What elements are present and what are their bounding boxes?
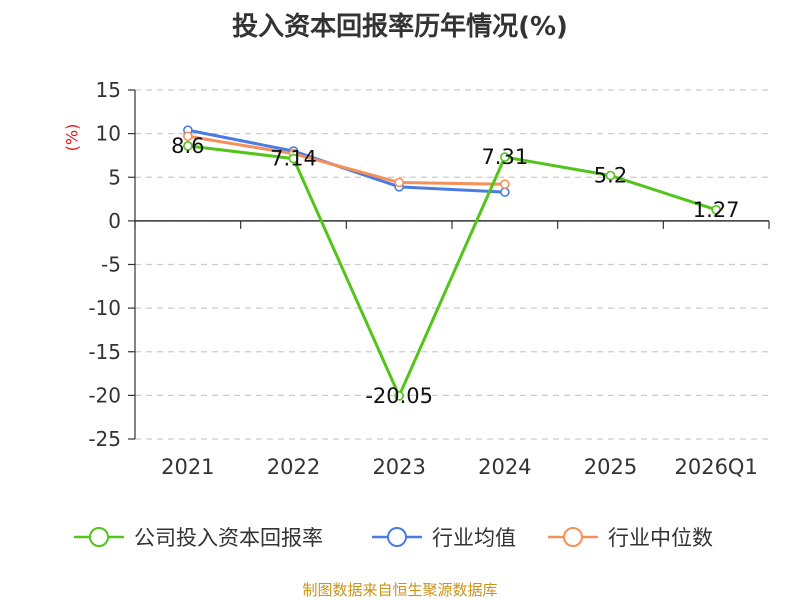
y-tick-label: -5 — [101, 253, 121, 277]
y-tick-label: -25 — [88, 427, 121, 451]
data-label: 8.6 — [171, 134, 204, 158]
data-point — [500, 187, 510, 197]
legend-swatch-icon — [74, 527, 124, 547]
data-label: 7.14 — [270, 147, 317, 171]
y-tick-label: 15 — [96, 78, 121, 102]
legend: 公司投入资本回报率 行业均值 行业中位数 — [0, 520, 800, 554]
data-point — [183, 131, 193, 142]
data-label: 7.31 — [481, 145, 528, 169]
data-point — [500, 152, 510, 162]
x-axis: 2021 2022 2023 2024 2025 2026Q1 — [134, 220, 770, 479]
y-tick-label: -10 — [88, 296, 121, 320]
x-tick-label: 2024 — [478, 455, 531, 479]
legend-label: 行业均值 — [432, 526, 516, 550]
data-label: -20.05 — [365, 384, 433, 408]
legend-label: 公司投入资本回报率 — [134, 526, 323, 550]
y-tick-label: -15 — [88, 340, 121, 364]
legend-item[interactable]: 行业均值 — [370, 520, 516, 554]
data-point — [288, 153, 299, 164]
legend-label: 行业中位数 — [608, 526, 713, 550]
data-point — [711, 204, 721, 215]
legend-item[interactable]: 行业中位数 — [546, 520, 713, 554]
y-tick-label: 10 — [96, 122, 121, 146]
y-tick-label: 0 — [108, 209, 121, 233]
data-point — [500, 179, 510, 190]
data-source-note: 制图数据来自恒生聚源数据库 — [302, 581, 498, 599]
x-tick-label: 2021 — [161, 455, 214, 479]
legend-swatch-icon — [548, 527, 598, 547]
series-points — [183, 125, 721, 401]
data-point — [183, 141, 193, 151]
series-line-2 — [187, 134, 505, 186]
legend-item[interactable]: 公司投入资本回报率 — [72, 520, 323, 554]
x-tick-label: 2026Q1 — [674, 455, 757, 479]
data-label: 1.27 — [693, 198, 740, 222]
data-labels: 8.6 7.14 -20.05 7.31 5.2 1.27 — [171, 134, 739, 408]
chart-title: 投入资本回报率历年情况(%) — [232, 12, 568, 42]
data-label: 5.2 — [594, 164, 627, 188]
data-point — [605, 170, 616, 181]
x-tick-label: 2025 — [584, 455, 637, 479]
data-point — [394, 391, 404, 401]
x-tick-label: 2022 — [267, 455, 320, 479]
legend-swatch-icon — [372, 527, 422, 547]
y-tick-label: -20 — [88, 383, 121, 407]
data-point — [394, 177, 404, 188]
series-line-0 — [187, 144, 717, 398]
series-lines — [187, 128, 717, 398]
x-tick-label: 2023 — [372, 455, 425, 479]
y-axis: 15 10 5 0 -5 -10 -15 -20 -25 — [88, 78, 136, 451]
y-tick-label: 5 — [108, 165, 121, 189]
